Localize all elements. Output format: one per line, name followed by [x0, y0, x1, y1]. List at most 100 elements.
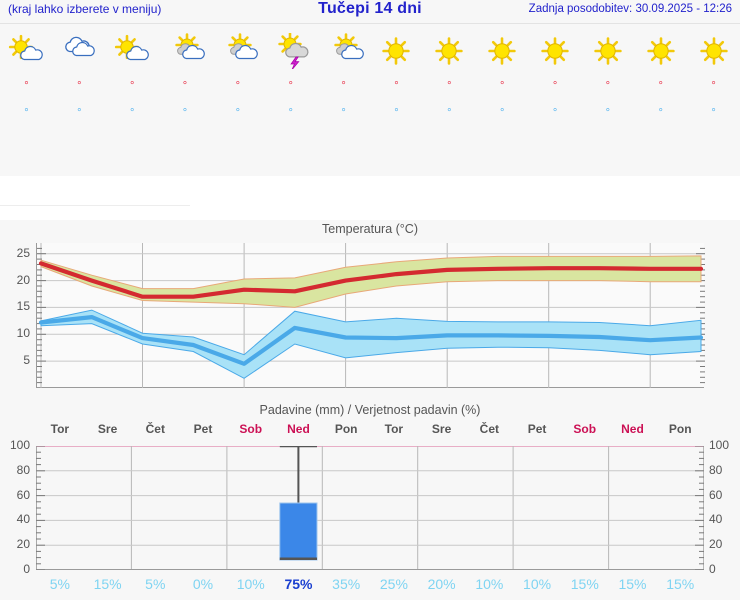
forecast-day-column: ° ° — [211, 26, 264, 176]
forecast-day-column: ° ° — [581, 26, 634, 176]
precip-probability-value: 0% — [192, 576, 214, 592]
precip-probability-value: 10% — [236, 576, 265, 592]
precip-probability-value: 35% — [332, 576, 361, 592]
temperature-plot-area — [36, 243, 705, 388]
precip-probability-value: 15% — [93, 576, 122, 592]
forecast-day-column: ° ° — [529, 26, 582, 176]
temperature-svg — [37, 243, 705, 388]
min-temperature: ° — [447, 106, 452, 119]
max-temperature: ° — [499, 80, 505, 92]
forecast-day-column: ° ° — [264, 26, 317, 176]
daily-forecast-strip: ° ° ° ° ° ° ° ° ° ° ° ° ° ° ° ° ° ° ° ° ° ° ° ° ° ° ° ° — [0, 26, 740, 176]
sun-behind-cloud-icon — [211, 30, 264, 72]
precip-day-label: Sob — [239, 422, 263, 436]
precip-day-label: Tor — [384, 422, 404, 436]
precipitation-plot-area — [35, 444, 704, 571]
min-temperature: ° — [235, 106, 241, 119]
max-temperature: ° — [605, 80, 611, 92]
precipitation-svg — [35, 444, 704, 571]
precipitation-day-labels: Tor Sre Čet Pet Sob Ned Pon Tor Sre Čet Pet Sob Ned P… — [36, 422, 704, 440]
forecast-day-column: ° ° — [370, 26, 423, 176]
precip-probability-value: 15% — [618, 576, 647, 592]
precip-y-tick-label-left: 80 — [16, 462, 30, 477]
temperature-y-tick-label: 15 — [16, 299, 30, 314]
max-temperature: ° — [658, 80, 663, 92]
precip-y-tick-label-left: 0 — [23, 562, 30, 576]
min-temperature: ° — [605, 106, 611, 119]
max-temperature: ° — [341, 80, 346, 92]
precip-day-label: Pon — [334, 422, 358, 436]
sun-icon — [687, 30, 740, 72]
precip-y-tick-label-right: 0 — [709, 562, 716, 576]
precip-y-tick-label-right: 100 — [709, 438, 730, 452]
precip-day-label: Pet — [193, 422, 213, 436]
precip-probability-value: 20% — [427, 576, 456, 592]
precip-y-tick-label-right: 80 — [709, 462, 723, 477]
min-temperature: ° — [658, 106, 663, 119]
precip-day-label: Pon — [668, 422, 692, 436]
precip-day-label: Sob — [573, 422, 597, 436]
min-temperature: ° — [711, 106, 716, 119]
max-temperature: ° — [447, 80, 452, 92]
precip-probability-value: 25% — [379, 576, 408, 592]
sun-behind-cloud-icon — [159, 30, 212, 72]
forecast-day-column: ° ° — [106, 26, 159, 176]
header-divider — [0, 23, 740, 24]
precip-y-tick-label-right: 20 — [709, 537, 723, 552]
max-temperature: ° — [288, 80, 293, 92]
sun-small-cloud-icon — [106, 30, 159, 72]
precip-y-tick-label-left: 100 — [9, 438, 30, 452]
precip-day-label: Sre — [97, 422, 118, 436]
forecast-day-column: ° ° — [634, 26, 687, 176]
max-temperature: ° — [24, 80, 29, 92]
min-temperature: ° — [77, 106, 82, 119]
location-hint: (kraj lahko izberete v meniju) — [8, 2, 162, 16]
sun-icon — [581, 30, 634, 72]
precipitation-chart-title: Padavine (mm) / Verjetnost padavin (%) — [259, 403, 481, 417]
precip-day-label: Pet — [527, 422, 547, 436]
temperature-y-tick-label: 20 — [16, 272, 30, 287]
spacer-rule — [0, 205, 190, 206]
precip-y-tick-label-left: 20 — [16, 537, 30, 552]
precipitation-chart: Padavine (mm) / Verjetnost padavin (%) T… — [0, 400, 740, 600]
precip-probability-value: 5% — [49, 576, 70, 592]
max-temperature: ° — [235, 80, 241, 92]
precip-day-label: Čet — [145, 422, 165, 436]
precip-probability-value: 15% — [666, 576, 695, 592]
precip-y-tick-label-right: 60 — [709, 487, 723, 502]
forecast-day-column: ° ° — [476, 26, 529, 176]
max-temperature: ° — [394, 80, 399, 92]
precip-day-label: Tor — [50, 422, 70, 436]
forecast-day-column: ° ° — [423, 26, 476, 176]
min-temperature: ° — [552, 106, 558, 119]
precip-probability-value: 15% — [570, 576, 599, 592]
forecast-day-column: ° ° — [53, 26, 106, 176]
forecast-day-column: ° ° — [159, 26, 212, 176]
min-temperature: ° — [24, 106, 29, 119]
precip-day-label: Ned — [287, 422, 310, 436]
precip-probability-value: 10% — [475, 576, 504, 592]
temperature-y-tick-label: 10 — [16, 326, 30, 341]
precip-y-tick-label-left: 40 — [16, 512, 30, 527]
precip-day-label: Sre — [431, 422, 452, 436]
forecast-day-column: ° ° — [0, 26, 53, 176]
forecast-day-column: ° ° — [317, 26, 370, 176]
max-temperature: ° — [711, 80, 716, 92]
min-temperature: ° — [182, 106, 188, 119]
min-temperature: ° — [288, 106, 293, 119]
section-spacer — [0, 176, 740, 220]
page-header: (kraj lahko izberete v meniju) Tučepi 14… — [0, 0, 740, 22]
precip-probability-value: 5% — [145, 576, 166, 592]
sun-icon — [529, 30, 582, 72]
min-temperature: ° — [394, 106, 399, 119]
sun-small-cloud-icon — [0, 30, 53, 72]
max-temperature: ° — [129, 80, 135, 92]
max-temperature: ° — [77, 80, 82, 92]
temperature-y-tick-label: 5 — [23, 353, 30, 368]
precip-y-tick-label-left: 60 — [16, 487, 30, 502]
precip-y-tick-label-right: 40 — [709, 512, 723, 527]
sun-behind-cloud-icon — [317, 30, 370, 72]
sun-icon — [423, 30, 476, 72]
